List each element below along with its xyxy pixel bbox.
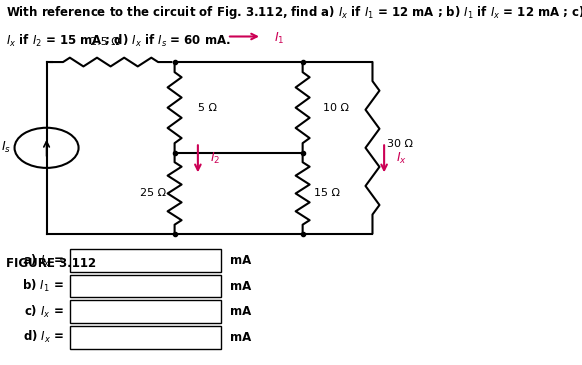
Text: mA: mA [230,254,251,267]
Text: b) $I_1$ =: b) $I_1$ = [22,278,64,294]
Text: $I_2$: $I_2$ [210,151,220,166]
FancyBboxPatch shape [70,249,221,272]
Text: $I_1$: $I_1$ [274,31,284,46]
Text: 10 Ω: 10 Ω [323,103,349,113]
Text: FIGURE 3.112: FIGURE 3.112 [6,257,96,270]
FancyBboxPatch shape [70,326,221,349]
Text: mA: mA [230,331,251,344]
Text: mA: mA [230,305,251,318]
FancyBboxPatch shape [70,300,221,323]
Text: 30 Ω: 30 Ω [387,139,413,149]
Text: d) $I_x$ =: d) $I_x$ = [23,329,64,345]
Text: $I_x$ if $I_2$ = 15 mA ; d) $I_x$ if $I_s$ = 60 mA.: $I_x$ if $I_2$ = 15 mA ; d) $I_x$ if $I_… [6,33,230,49]
Text: $I_s$: $I_s$ [1,140,11,155]
Text: a) $I_x$ =: a) $I_x$ = [23,253,64,269]
Text: mA: mA [230,280,251,293]
Text: 15 Ω: 15 Ω [314,188,340,199]
Text: 5 Ω: 5 Ω [198,103,217,113]
FancyBboxPatch shape [70,275,221,297]
Text: With reference to the circuit of Fig. 3.112, find a) $I_x$ if $I_1$ = 12 mA ; b): With reference to the circuit of Fig. 3.… [6,4,582,21]
Text: 2.5 Ω: 2.5 Ω [90,37,120,47]
Text: 25 Ω: 25 Ω [140,188,166,199]
Text: c) $I_x$ =: c) $I_x$ = [24,304,64,320]
Text: $I_x$: $I_x$ [396,151,407,166]
